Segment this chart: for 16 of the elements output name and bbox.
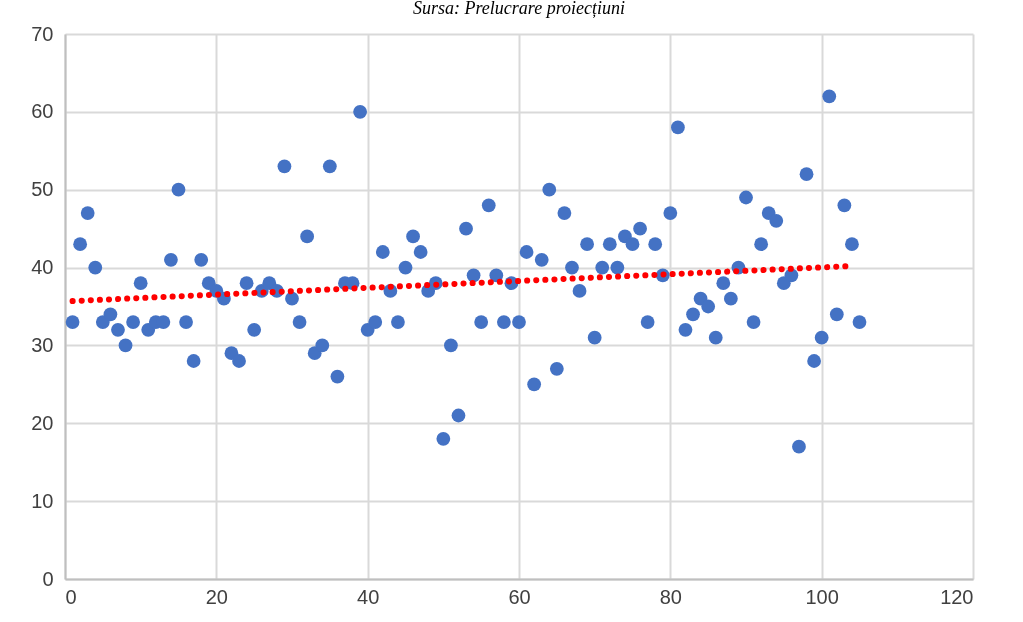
x-tick-label: 60 bbox=[508, 585, 531, 608]
y-tick-label: 30 bbox=[31, 333, 54, 356]
x-tick-label: 0 bbox=[65, 585, 77, 608]
y-tick-label: 10 bbox=[31, 489, 54, 512]
text: Sursa: Prelucrare proiecțiuni bbox=[413, 0, 625, 18]
x-tick-label: 20 bbox=[205, 585, 228, 608]
y-tick-label: 50 bbox=[31, 178, 54, 201]
x-tick-label: 80 bbox=[659, 585, 682, 608]
y-tick-label: 70 bbox=[31, 22, 54, 45]
y-tick-label: 0 bbox=[42, 567, 54, 590]
x-tick-label: 100 bbox=[805, 585, 839, 608]
x-tick-label: 120 bbox=[940, 585, 974, 608]
y-tick-label: 60 bbox=[31, 100, 54, 123]
y-tick-label: 40 bbox=[31, 256, 54, 279]
x-tick-label: 40 bbox=[357, 585, 380, 608]
y-tick-label: 20 bbox=[31, 411, 54, 434]
